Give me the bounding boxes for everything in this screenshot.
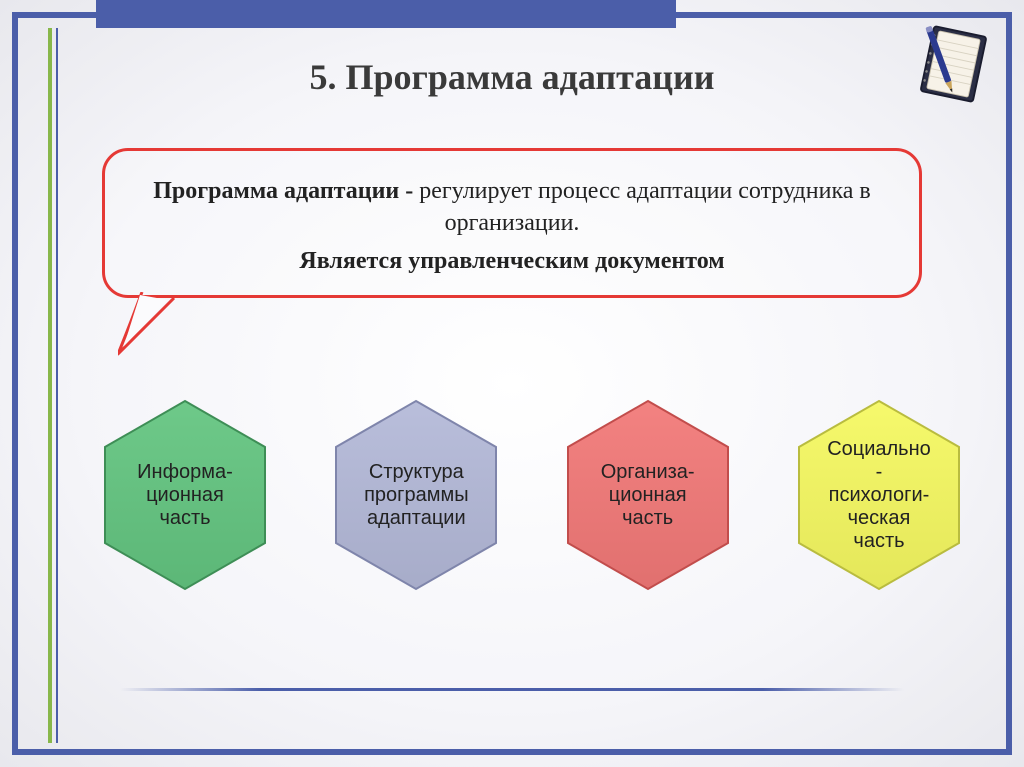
notebook-icon xyxy=(908,20,1000,112)
hexagon-shape-0: Информа- ционная часть xyxy=(97,397,273,593)
slide-title: 5. Программа адаптации xyxy=(120,56,904,98)
callout-text-2: Является управленческим документом xyxy=(141,248,883,275)
callout-tail xyxy=(118,292,198,362)
vertical-rule-green xyxy=(48,28,52,743)
hexagon-shape-2: Организа- ционная часть xyxy=(560,397,736,593)
bottom-divider xyxy=(120,688,904,691)
top-accent-bar xyxy=(96,0,676,28)
callout-term: Программа адаптации - xyxy=(153,178,419,204)
hexagon-label-2: Организа- ционная часть xyxy=(589,461,707,530)
hexagon-1: Структура программы адаптации xyxy=(311,380,521,610)
hexagon-row: Информа- ционная часть Структура программ… xyxy=(80,380,984,610)
hexagon-label-0: Информа- ционная часть xyxy=(125,461,245,530)
hexagon-label-3: Социально - психологи- ческая часть xyxy=(815,438,943,553)
hexagon-shape-1: Структура программы адаптации xyxy=(328,397,504,593)
callout-text-1: Программа адаптации - регулирует процесс… xyxy=(141,175,883,240)
definition-callout: Программа адаптации - регулирует процесс… xyxy=(102,148,922,298)
hexagon-2: Организа- ционная часть xyxy=(543,380,753,610)
callout-desc: регулирует процесс адаптации сотрудника … xyxy=(419,178,871,236)
vertical-rule-blue xyxy=(56,28,58,743)
hexagon-3: Социально - психологи- ческая часть xyxy=(774,380,984,610)
hexagon-shape-3: Социально - психологи- ческая часть xyxy=(791,397,967,593)
hexagon-label-1: Структура программы адаптации xyxy=(352,461,481,530)
hexagon-0: Информа- ционная часть xyxy=(80,380,290,610)
